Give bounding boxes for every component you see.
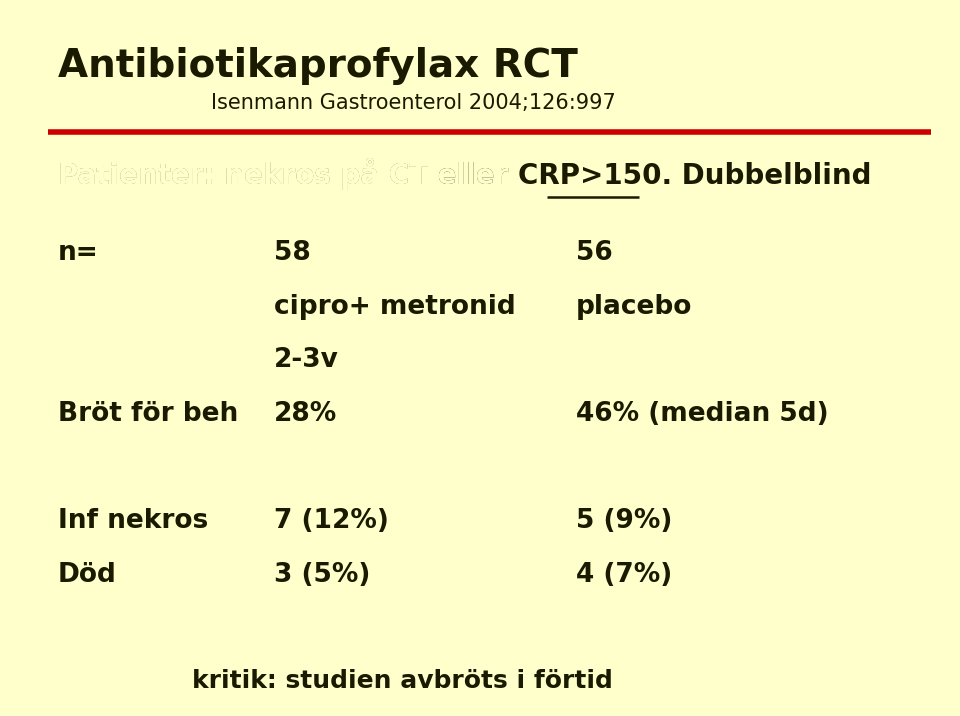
Text: Inf nekros: Inf nekros xyxy=(58,508,208,534)
Text: 56: 56 xyxy=(576,240,612,266)
Text: 2-3v: 2-3v xyxy=(274,347,339,373)
Text: Patienter: nekros på CT: Patienter: nekros på CT xyxy=(58,158,437,190)
Text: 28%: 28% xyxy=(274,401,337,427)
Text: Patienter: nekros på CT eller: Patienter: nekros på CT eller xyxy=(58,158,508,190)
Text: 4 (7%): 4 (7%) xyxy=(576,562,672,588)
Text: kritik: studien avbröts i förtid: kritik: studien avbröts i förtid xyxy=(192,669,612,694)
Text: Isenmann Gastroenterol 2004;126:997: Isenmann Gastroenterol 2004;126:997 xyxy=(211,93,616,113)
Text: n=: n= xyxy=(58,240,98,266)
Text: placebo: placebo xyxy=(576,294,692,319)
Text: 46% (median 5d): 46% (median 5d) xyxy=(576,401,828,427)
Text: cipro+ metronid: cipro+ metronid xyxy=(274,294,516,319)
Text: 3 (5%): 3 (5%) xyxy=(274,562,370,588)
Text: Antibiotikaprofylax RCT: Antibiotikaprofylax RCT xyxy=(58,47,578,84)
Text: Patienter: nekros på CT eller CRP>150. Dubbelblind: Patienter: nekros på CT eller CRP>150. D… xyxy=(58,158,871,190)
Text: Bröt för beh: Bröt för beh xyxy=(58,401,238,427)
Text: 58: 58 xyxy=(274,240,310,266)
Text: Död: Död xyxy=(58,562,116,588)
Text: 5 (9%): 5 (9%) xyxy=(576,508,672,534)
Text: 7 (12%): 7 (12%) xyxy=(274,508,389,534)
